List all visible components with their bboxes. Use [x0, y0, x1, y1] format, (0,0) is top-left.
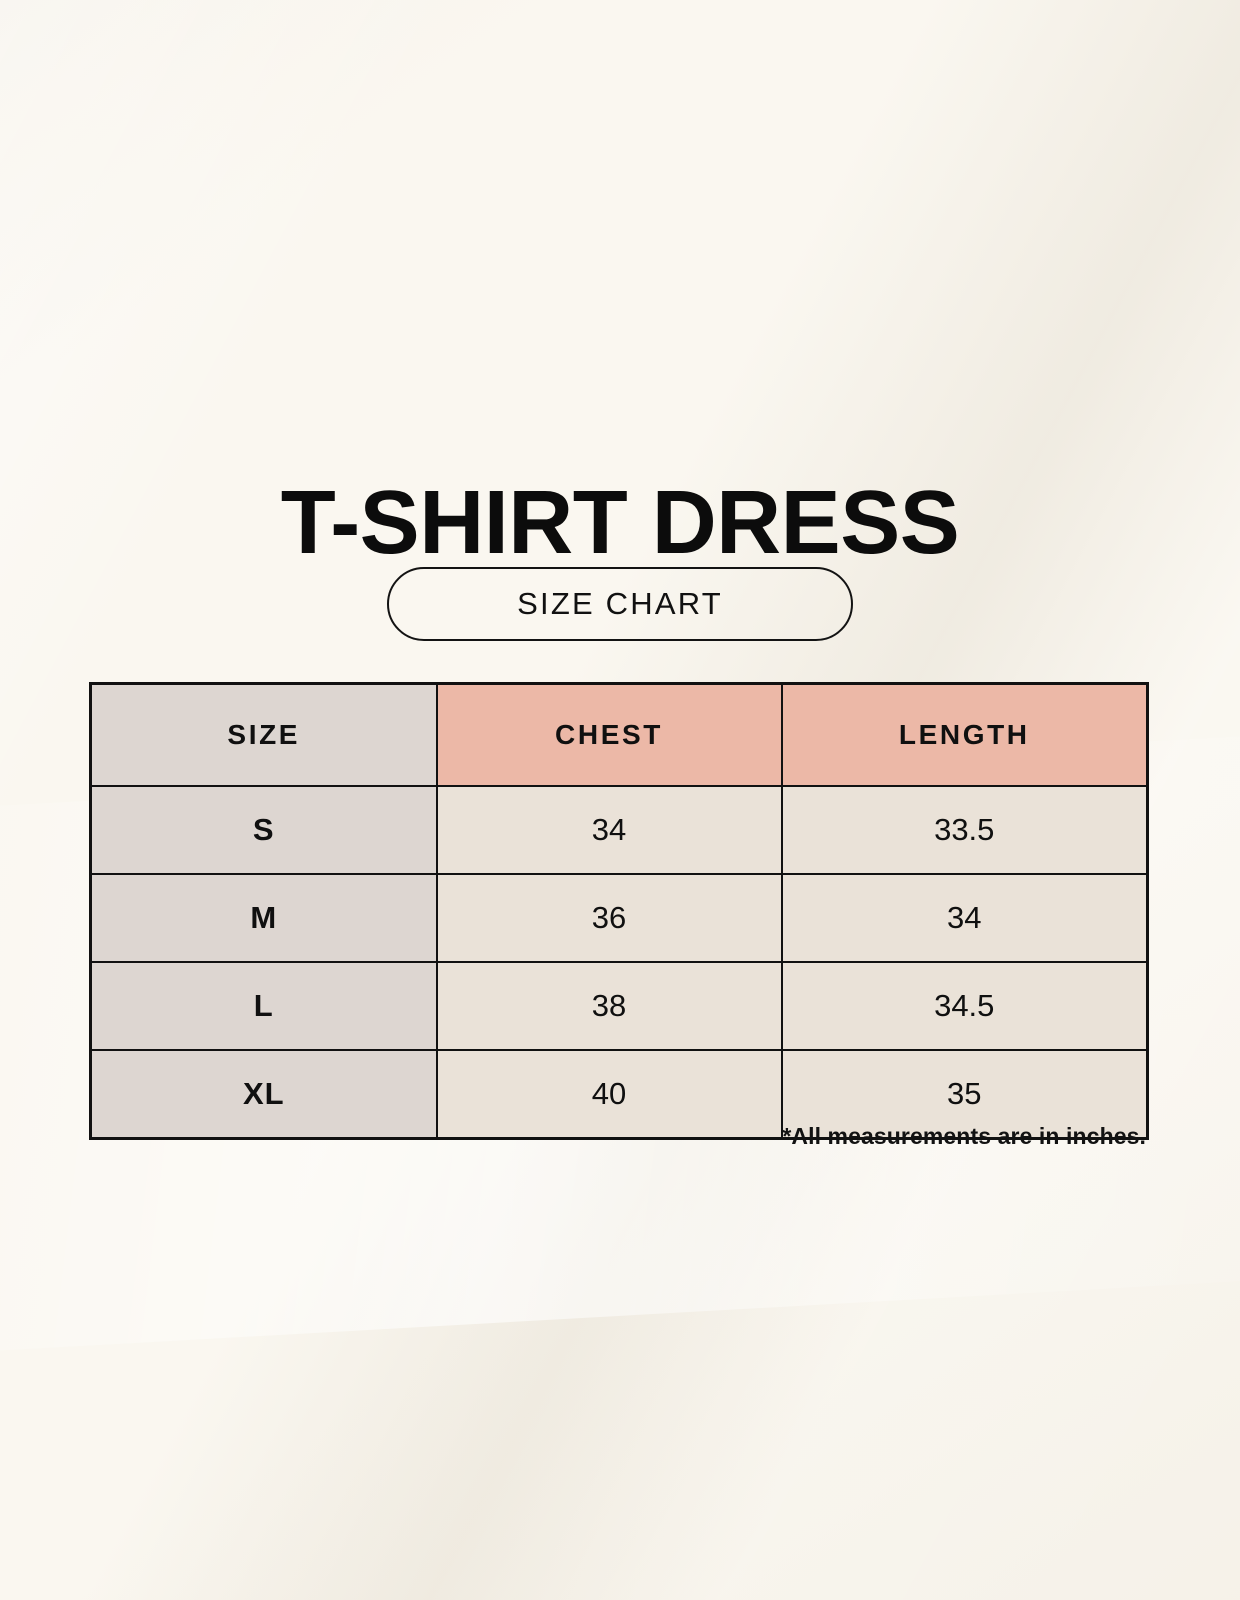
column-header-chest: CHEST — [435, 682, 783, 787]
table-row: M 36 34 — [89, 873, 1149, 963]
table-row: XL 40 35 — [89, 1049, 1149, 1140]
cell-length-s: 33.5 — [780, 785, 1149, 875]
cell-chest-l: 38 — [435, 961, 783, 1051]
cell-chest-m: 36 — [435, 873, 783, 963]
cell-length-m: 34 — [780, 873, 1149, 963]
cell-size-l: L — [89, 961, 438, 1051]
size-chart-badge-label: SIZE CHART — [517, 586, 723, 621]
measurements-footnote: *All measurements are in inches. — [782, 1123, 1146, 1149]
size-chart-badge: SIZE CHART — [387, 567, 853, 641]
table-row: L 38 34.5 — [89, 961, 1149, 1051]
page-title: T-SHIRT DRESS — [280, 473, 960, 574]
table-row: S 34 33.5 — [89, 785, 1149, 875]
column-header-size: SIZE — [89, 682, 438, 787]
cell-chest-s: 34 — [435, 785, 783, 875]
cell-chest-xl: 40 — [435, 1049, 783, 1140]
cell-size-xl: XL — [89, 1049, 438, 1140]
cell-size-m: M — [89, 873, 438, 963]
cell-length-l: 34.5 — [780, 961, 1149, 1051]
size-chart-table: SIZE CHEST LENGTH S 34 33.5 M 36 34 L 38… — [89, 682, 1149, 1140]
cell-length-xl: 35 — [780, 1049, 1149, 1140]
table-header-row: SIZE CHEST LENGTH — [89, 682, 1149, 787]
column-header-length: LENGTH — [780, 682, 1149, 787]
cell-size-s: S — [89, 785, 438, 875]
